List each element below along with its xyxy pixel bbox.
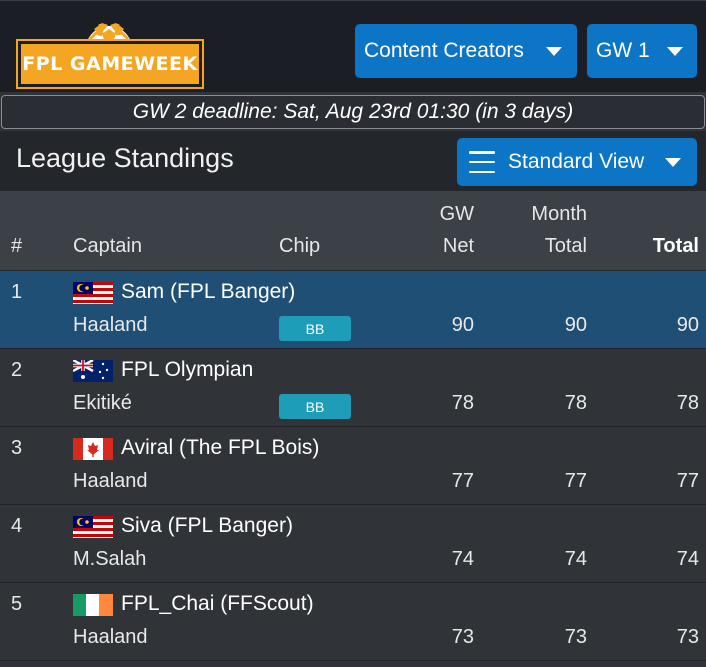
header-month-total-line1[interactable]: Month (531, 203, 587, 225)
view-dropdown-label: Standard View (508, 150, 645, 173)
captain-name: Haaland (73, 626, 148, 648)
header-month-total-line2[interactable]: Total (544, 235, 587, 257)
rank: 1 (11, 281, 23, 303)
manager-name[interactable]: Siva (FPL Banger) (121, 514, 293, 537)
standings-table: # Captain Chip GW Net Month Total Total … (0, 191, 706, 661)
chip-badge: BB (279, 394, 351, 419)
gameweek-dropdown[interactable]: GW 1 (587, 24, 697, 78)
rank: 4 (11, 515, 23, 537)
month-total-value: 77 (564, 470, 587, 492)
gw-net-value: 74 (451, 548, 474, 570)
malaysia-flag-icon (73, 282, 113, 304)
manager-name[interactable]: FPL Olympian (121, 358, 254, 381)
captain-name: Haaland (73, 470, 148, 492)
content-creators-label: Content Creators (364, 39, 524, 62)
header-chip[interactable]: Chip (279, 235, 321, 257)
gameweek-label: GW 1 (596, 39, 650, 62)
chevron-down-icon (546, 47, 562, 56)
rank: 5 (11, 593, 23, 615)
manager-name[interactable]: Sam (FPL Banger) (121, 280, 296, 303)
view-dropdown[interactable]: Standard View (457, 138, 697, 186)
malaysia-flag-icon (73, 516, 113, 538)
table-header: # Captain Chip GW Net Month Total Total (0, 191, 706, 271)
rank: 2 (11, 359, 23, 381)
manager-name[interactable]: FPL_Chai (FFScout) (121, 592, 314, 615)
table-row[interactable]: 3 Aviral (The FPL Bois) Haaland 77 77 77 (0, 427, 706, 505)
fpl-gameweek-logo[interactable]: FPL GAMEWEEK (16, 9, 204, 89)
total-value: 77 (676, 470, 699, 492)
table-row[interactable]: 4 Siva (FPL Banger) M.Salah 74 74 74 (0, 505, 706, 583)
total-value: 78 (676, 392, 699, 414)
top-bar: FPL GAMEWEEK Content Creators GW 1 (0, 0, 706, 92)
month-total-value: 90 (564, 314, 587, 336)
gw-net-value: 73 (451, 626, 474, 648)
deadline-banner: GW 2 deadline: Sat, Aug 23rd 01:30 (in 3… (1, 95, 705, 129)
total-value: 74 (676, 548, 699, 570)
table-row[interactable]: 5 FPL_Chai (FFScout) Haaland 73 73 73 (0, 583, 706, 661)
rank: 3 (11, 437, 23, 459)
australia-flag-icon (73, 360, 113, 382)
total-value: 73 (676, 626, 699, 648)
month-total-value: 73 (564, 626, 587, 648)
gw-net-value: 78 (451, 392, 474, 414)
chip-badge: BB (279, 316, 351, 341)
ireland-flag-icon (73, 594, 113, 616)
menu-icon (469, 151, 495, 173)
chevron-down-icon (665, 158, 681, 167)
logo-plate: FPL GAMEWEEK (16, 39, 204, 89)
manager-name[interactable]: Aviral (The FPL Bois) (121, 436, 320, 459)
header-rank[interactable]: # (11, 235, 23, 257)
logo-text: FPL GAMEWEEK (22, 53, 198, 75)
header-total[interactable]: Total (652, 235, 699, 257)
content-creators-dropdown[interactable]: Content Creators (355, 24, 577, 78)
chevron-down-icon (667, 47, 683, 56)
page-title: League Standings (16, 143, 234, 173)
gw-net-value: 77 (451, 470, 474, 492)
canada-flag-icon (73, 438, 113, 460)
gw-net-value: 90 (451, 314, 474, 336)
total-value: 90 (676, 314, 699, 336)
table-row[interactable]: 1 Sam (FPL Banger) Haaland BB 90 90 90 (0, 271, 706, 349)
header-gw-net-line1[interactable]: GW (439, 203, 474, 225)
captain-name: Haaland (73, 314, 148, 336)
header-captain[interactable]: Captain (73, 235, 142, 257)
standings-header: League Standings Standard View (0, 131, 706, 191)
table-row[interactable]: 2 FPL Olympian Ekitiké BB 78 78 78 (0, 349, 706, 427)
captain-name: Ekitiké (73, 392, 132, 414)
month-total-value: 78 (564, 392, 587, 414)
captain-name: M.Salah (73, 548, 147, 570)
header-gw-net-line2[interactable]: Net (442, 235, 474, 257)
month-total-value: 74 (564, 548, 587, 570)
